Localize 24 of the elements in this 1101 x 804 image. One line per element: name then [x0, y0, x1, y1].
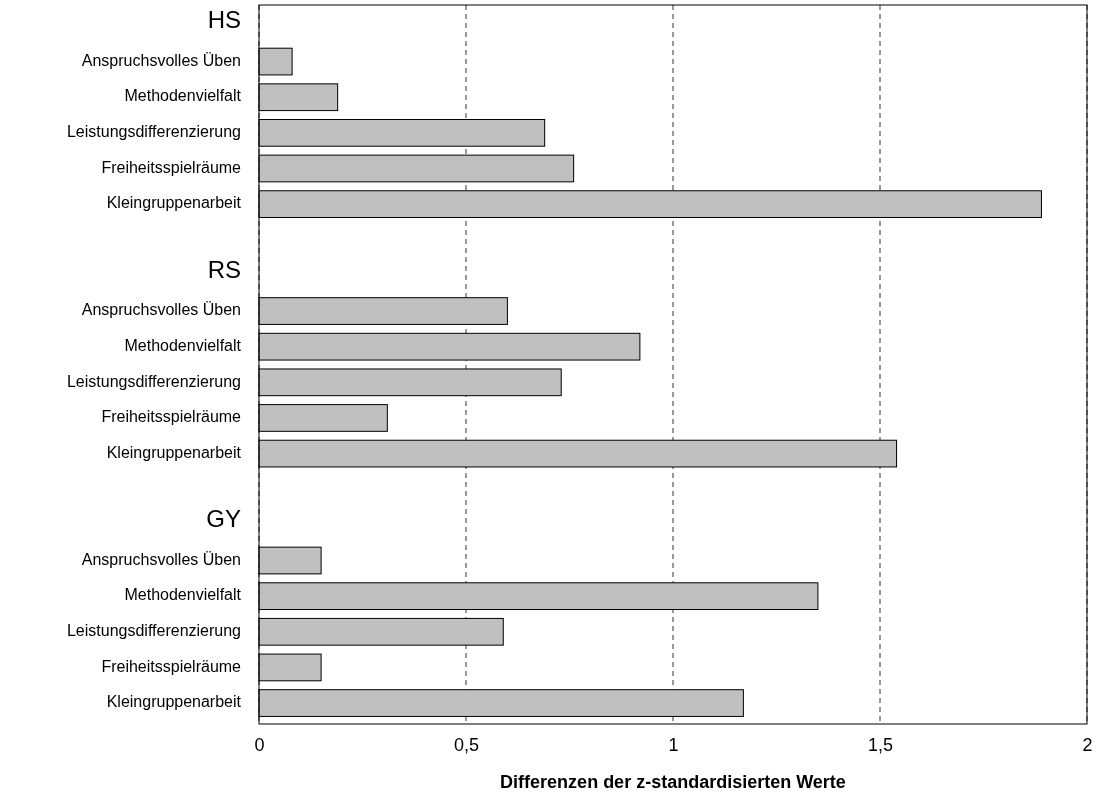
y-tick-label: Freiheitsspielräume: [101, 158, 242, 176]
y-tick-label: Anspruchsvolles Üben: [81, 550, 241, 568]
y-tick-label: Leistungsdifferenzierung: [66, 622, 241, 640]
x-tick-label: 1: [668, 734, 679, 755]
y-tick-label: Leistungsdifferenzierung: [66, 372, 241, 390]
y-tick-label: Anspruchsvolles Üben: [81, 301, 241, 319]
x-tick-label: 0: [254, 734, 265, 755]
y-tick-label: Methodenvielfalt: [124, 87, 242, 105]
x-tick-label: 1,5: [867, 734, 894, 755]
x-tick-label: 0,5: [453, 734, 480, 755]
y-tick-label: Kleingruppenarbeit: [106, 693, 242, 711]
y-tick-label: Leistungsdifferenzierung: [66, 123, 241, 141]
y-tick-label: Freiheitsspielräume: [101, 408, 242, 426]
y-tick-label: Kleingruppenarbeit: [106, 194, 242, 212]
y-tick-label: RS: [207, 255, 241, 283]
y-tick-label: Methodenvielfalt: [124, 586, 242, 604]
x-tick-label: 2: [1082, 734, 1093, 755]
y-tick-label: Anspruchsvolles Üben: [81, 51, 241, 69]
y-tick-label: Methodenvielfalt: [124, 336, 242, 354]
y-tick-label: GY: [206, 505, 241, 533]
x-axis-title: Differenzen der z-standardisierten Werte: [500, 772, 846, 792]
y-tick-label: HS: [207, 6, 241, 34]
y-tick-label: Freiheitsspielräume: [101, 657, 242, 675]
y-tick-label: Kleingruppenarbeit: [106, 443, 242, 461]
